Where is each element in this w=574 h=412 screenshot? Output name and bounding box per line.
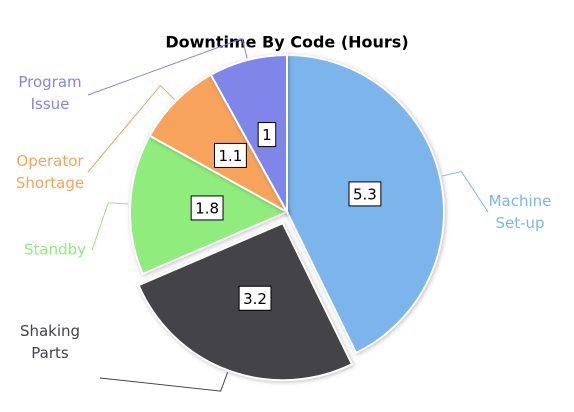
data-label: 1 [257,122,277,148]
data-label-box [238,285,272,311]
data-label-text: 1.1 [219,147,243,165]
data-label-box [348,181,382,207]
connector [87,84,175,173]
category-label: Standby [24,241,86,259]
category-label: Shaking Parts [20,322,80,362]
data-label: 1.8 [190,195,224,221]
data-label-text: 3.2 [243,290,267,308]
category-label: Machine Set-up [489,192,552,232]
connector [91,202,129,251]
data-label-text: 1.8 [195,199,219,217]
category-label: Operator Shortage [16,152,84,192]
data-label-box [190,195,224,221]
data-label-box [214,142,247,168]
data-label-text: 5.3 [353,185,377,203]
connector [441,170,489,213]
connector [87,38,248,96]
connector [99,372,229,392]
data-label-box [257,122,277,148]
pie-slice [209,53,288,216]
data-label: 5.3 [348,181,382,207]
chart-title: Downtime By Code (Hours) [165,33,408,52]
data-label: 3.2 [238,285,272,311]
data-label-text: 1 [262,126,272,144]
data-label: 1.1 [214,142,247,168]
category-label: Program Issue [18,73,81,113]
